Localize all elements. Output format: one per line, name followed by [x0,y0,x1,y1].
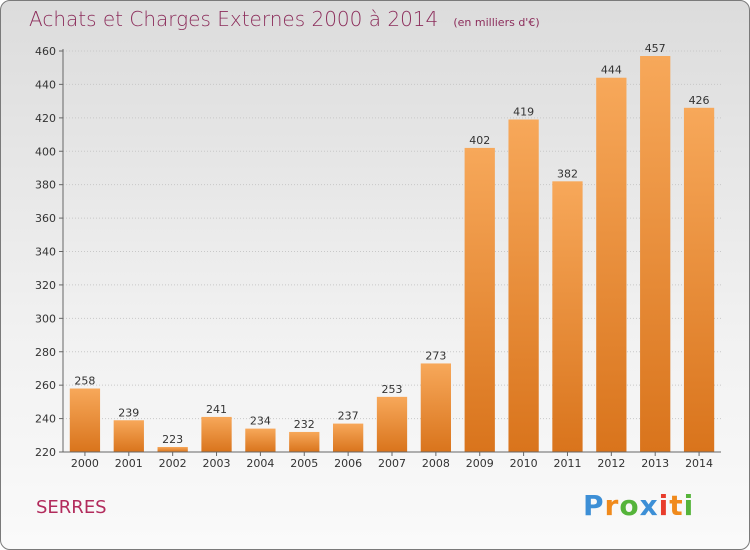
data-label: 273 [425,349,446,362]
bar [640,56,671,452]
bar [289,431,320,452]
bar [683,107,715,452]
data-label: 239 [118,406,139,419]
x-tick-label: 2011 [553,457,581,470]
data-label: 223 [162,433,183,446]
data-label: 237 [338,410,359,423]
y-tick-label: 220 [35,446,56,459]
chart-subtitle: (en milliers d'€) [453,16,540,29]
data-label: 234 [250,415,271,428]
x-tick-label: 2007 [378,457,406,470]
y-tick-label: 260 [35,379,56,392]
data-label: 444 [601,64,622,77]
bar [420,363,452,452]
brand-letter: P [583,489,605,522]
brand-letter: x [639,489,659,522]
y-tick-label: 360 [35,212,56,225]
y-tick-label: 240 [35,413,56,426]
x-tick-label: 2001 [115,457,143,470]
x-tick-label: 2013 [641,457,669,470]
data-label: 419 [513,106,534,119]
data-label: 253 [382,383,403,396]
x-tick-label: 2005 [290,457,318,470]
x-tick-label: 2012 [597,457,625,470]
x-tick-label: 2004 [246,457,274,470]
brand-logo: Proxiti [583,489,694,522]
bar [596,77,627,452]
data-label: 402 [469,134,490,147]
y-tick-label: 300 [35,312,56,325]
y-tick-label: 400 [35,145,56,158]
y-tick-label: 380 [35,179,56,192]
y-tick-label: 280 [35,346,56,359]
x-tick-label: 2014 [685,457,713,470]
y-tick-label: 340 [35,246,56,259]
brand-letter: i [658,489,670,522]
y-tick-label: 420 [35,112,56,125]
brand-letter: i [683,489,695,522]
bar [69,388,101,452]
bar [113,420,144,452]
bar [552,181,583,452]
y-tick-label: 320 [35,279,56,292]
y-tick-label: 440 [35,78,56,91]
data-label: 232 [294,418,315,431]
location-name: SERRES [36,497,107,518]
chart-title-block: Achats et Charges Externes 2000 à 2014 (… [29,7,540,31]
x-tick-label: 2006 [334,457,362,470]
data-label: 241 [206,403,227,416]
x-tick-label: 2003 [203,457,231,470]
x-tick-label: 2010 [510,457,538,470]
data-label: 426 [689,94,710,107]
brand-letter: r [604,489,620,522]
bar [245,428,276,452]
data-label: 382 [557,167,578,180]
x-tick-label: 2008 [422,457,450,470]
x-tick-label: 2002 [159,457,187,470]
brand-letter: o [619,489,640,522]
data-label: 258 [74,375,95,388]
bar [201,416,232,452]
brand-letter: t [669,489,684,522]
bar [508,119,539,453]
x-tick-label: 2000 [71,457,99,470]
x-tick-label: 2009 [466,457,494,470]
data-label: 457 [645,42,666,55]
chart-title: Achats et Charges Externes 2000 à 2014 [29,7,439,31]
bar [464,147,495,453]
bar [332,423,364,452]
y-tick-label: 460 [35,45,56,58]
bar [157,446,188,452]
bar [376,396,408,452]
